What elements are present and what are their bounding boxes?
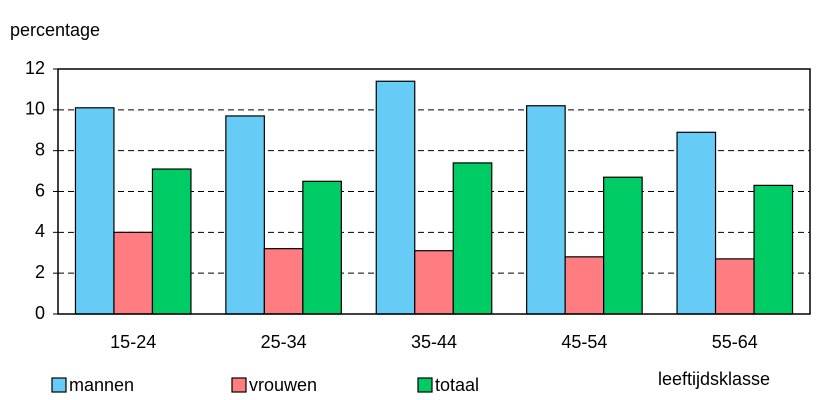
x-tick-label: 45-54 (561, 332, 607, 352)
x-tick-label: 55-64 (712, 332, 758, 352)
bar (564, 256, 605, 315)
bar (714, 258, 755, 315)
legend-label: totaal (435, 375, 479, 395)
y-tick-label: 0 (35, 303, 45, 323)
bar (753, 184, 794, 315)
y-tick-label: 12 (25, 58, 45, 78)
x-tick-label: 25-34 (261, 332, 307, 352)
x-tick-label: 15-24 (110, 332, 156, 352)
bar (113, 231, 154, 315)
bar (452, 162, 493, 315)
bar (151, 168, 192, 315)
x-axis-title: leeftijdsklasse (658, 369, 770, 389)
bar (74, 107, 115, 315)
bar (263, 248, 304, 315)
x-tick-label: 35-44 (411, 332, 457, 352)
bar (676, 131, 717, 315)
legend-swatch (51, 377, 67, 393)
bar (526, 105, 566, 315)
bar (302, 180, 342, 315)
y-tick-label: 6 (35, 180, 45, 200)
y-axis-title: percentage (10, 20, 100, 40)
y-tick-label: 8 (35, 139, 45, 159)
bar (603, 176, 643, 315)
legend-label: mannen (69, 375, 134, 395)
bar (225, 115, 265, 315)
legend-swatch (231, 377, 247, 393)
y-tick-label: 10 (25, 99, 45, 119)
legend-label: vrouwen (249, 375, 317, 395)
y-tick-label: 2 (35, 262, 45, 282)
plot-border (57, 68, 811, 315)
legend-swatch (417, 377, 433, 393)
y-tick-label: 4 (35, 221, 45, 241)
bar (414, 250, 454, 315)
bar (375, 80, 416, 315)
